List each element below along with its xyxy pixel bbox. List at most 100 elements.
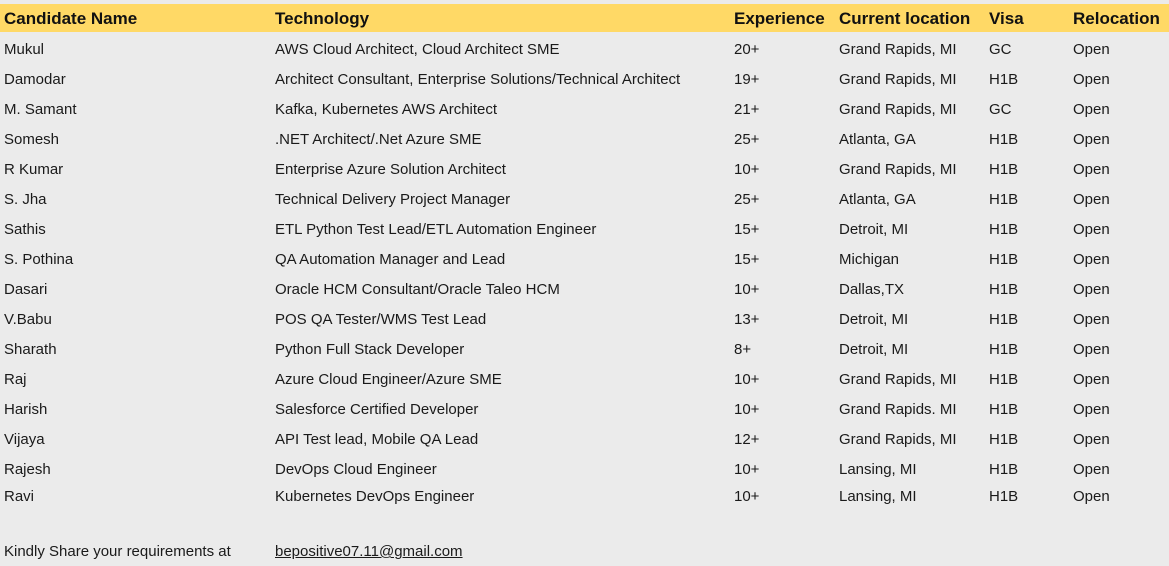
cell-experience: 12+ xyxy=(734,431,760,448)
cell-relocation: Open xyxy=(1073,281,1110,298)
cell-location: Grand Rapids, MI xyxy=(839,71,957,88)
cell-relocation: Open xyxy=(1073,431,1110,448)
email-link[interactable]: bepositive07.11@gmail.com xyxy=(275,543,463,560)
table-row: Rajesh DevOps Cloud Engineer 10+ Lansing… xyxy=(0,455,1169,485)
table-row: Ravi Kubernetes DevOps Engineer 10+ Lans… xyxy=(0,482,1169,512)
table-row: Mukul AWS Cloud Architect, Cloud Archite… xyxy=(0,35,1169,65)
cell-experience: 15+ xyxy=(734,221,760,238)
table-header-row: Candidate Name Technology Experience Cur… xyxy=(0,4,1169,32)
cell-candidate-name: Rajesh xyxy=(4,461,51,478)
cell-visa: GC xyxy=(989,41,1012,58)
cell-experience: 20+ xyxy=(734,41,760,58)
cell-visa: H1B xyxy=(989,131,1019,148)
cell-relocation: Open xyxy=(1073,341,1110,358)
cell-candidate-name: Sathis xyxy=(4,221,46,238)
cell-technology: Salesforce Certified Developer xyxy=(275,401,479,418)
cell-relocation: Open xyxy=(1073,71,1110,88)
cell-relocation: Open xyxy=(1073,461,1110,478)
cell-location: Detroit, MI xyxy=(839,311,909,328)
cell-experience: 15+ xyxy=(734,251,760,268)
cell-technology: DevOps Cloud Engineer xyxy=(275,461,437,478)
header-relocation: Relocation xyxy=(1073,9,1160,28)
cell-visa: H1B xyxy=(989,488,1019,505)
cell-visa: H1B xyxy=(989,371,1019,388)
table-row: R Kumar Enterprise Azure Solution Archit… xyxy=(0,155,1169,185)
cell-technology: API Test lead, Mobile QA Lead xyxy=(275,431,479,448)
cell-experience: 10+ xyxy=(734,281,760,298)
cell-candidate-name: Sharath xyxy=(4,341,57,358)
cell-experience: 21+ xyxy=(734,101,760,118)
cell-visa: H1B xyxy=(989,311,1019,328)
cell-candidate-name: M. Samant xyxy=(4,101,77,118)
cell-visa: H1B xyxy=(989,341,1019,358)
cell-experience: 19+ xyxy=(734,71,760,88)
cell-location: Atlanta, GA xyxy=(839,191,916,208)
header-experience: Experience xyxy=(734,9,825,28)
table-row: S. Jha Technical Delivery Project Manage… xyxy=(0,185,1169,215)
cell-technology: ETL Python Test Lead/ETL Automation Engi… xyxy=(275,221,597,238)
cell-location: Grand Rapids, MI xyxy=(839,161,957,178)
cell-location: Dallas,TX xyxy=(839,281,905,298)
cell-candidate-name: R Kumar xyxy=(4,161,64,178)
cell-relocation: Open xyxy=(1073,488,1110,505)
table-row: Damodar Architect Consultant, Enterprise… xyxy=(0,65,1169,95)
cell-relocation: Open xyxy=(1073,401,1110,418)
cell-candidate-name: V.Babu xyxy=(4,311,52,328)
cell-experience: 10+ xyxy=(734,401,760,418)
cell-candidate-name: Ravi xyxy=(4,488,35,505)
cell-experience: 10+ xyxy=(734,461,760,478)
cell-experience: 10+ xyxy=(734,488,760,505)
table-row: Sharath Python Full Stack Developer 8+ D… xyxy=(0,335,1169,365)
cell-experience: 10+ xyxy=(734,371,760,388)
cell-visa: H1B xyxy=(989,191,1019,208)
table-row: M. Samant Kafka, Kubernetes AWS Architec… xyxy=(0,95,1169,125)
cell-location: Detroit, MI xyxy=(839,341,909,358)
cell-location: Grand Rapids, MI xyxy=(839,101,957,118)
cell-experience: 25+ xyxy=(734,131,760,148)
cell-candidate-name: Somesh xyxy=(4,131,60,148)
footer-label: Kindly Share your requirements at xyxy=(4,543,231,560)
cell-visa: GC xyxy=(989,101,1012,118)
cell-technology: Architect Consultant, Enterprise Solutio… xyxy=(275,71,681,88)
cell-visa: H1B xyxy=(989,221,1019,238)
cell-visa: H1B xyxy=(989,401,1019,418)
table-row: S. Pothina QA Automation Manager and Lea… xyxy=(0,245,1169,275)
cell-location: Lansing, MI xyxy=(839,488,917,505)
cell-technology: AWS Cloud Architect, Cloud Architect SME xyxy=(275,41,560,58)
cell-candidate-name: S. Jha xyxy=(4,191,47,208)
cell-relocation: Open xyxy=(1073,371,1110,388)
cell-technology: Kubernetes DevOps Engineer xyxy=(275,488,475,505)
cell-experience: 8+ xyxy=(734,341,752,358)
cell-candidate-name: Harish xyxy=(4,401,48,418)
cell-candidate-name: Dasari xyxy=(4,281,48,298)
table-row: Dasari Oracle HCM Consultant/Oracle Tale… xyxy=(0,275,1169,305)
cell-experience: 13+ xyxy=(734,311,760,328)
cell-technology: Kafka, Kubernetes AWS Architect xyxy=(275,101,498,118)
cell-location: Grand Rapids, MI xyxy=(839,371,957,388)
cell-visa: H1B xyxy=(989,161,1019,178)
cell-candidate-name: Damodar xyxy=(4,71,66,88)
cell-visa: H1B xyxy=(989,281,1019,298)
cell-location: Grand Rapids, MI xyxy=(839,41,957,58)
cell-candidate-name: Vijaya xyxy=(4,431,45,448)
cell-relocation: Open xyxy=(1073,191,1110,208)
footer-contact: Kindly Share your requirements at beposi… xyxy=(0,538,1169,564)
cell-location: Michigan xyxy=(839,251,900,268)
cell-technology: Azure Cloud Engineer/Azure SME xyxy=(275,371,502,388)
cell-location: Lansing, MI xyxy=(839,461,917,478)
table-row: Raj Azure Cloud Engineer/Azure SME 10+ G… xyxy=(0,365,1169,395)
table-row: Harish Salesforce Certified Developer 10… xyxy=(0,395,1169,425)
cell-location: Grand Rapids. MI xyxy=(839,401,957,418)
cell-technology: Technical Delivery Project Manager xyxy=(275,191,511,208)
header-technology: Technology xyxy=(275,9,370,28)
table-row: Somesh .NET Architect/.Net Azure SME 25+… xyxy=(0,125,1169,155)
cell-technology: Oracle HCM Consultant/Oracle Taleo HCM xyxy=(275,281,560,298)
cell-candidate-name: Raj xyxy=(4,371,27,388)
cell-visa: H1B xyxy=(989,251,1019,268)
cell-relocation: Open xyxy=(1073,101,1110,118)
header-candidate-name: Candidate Name xyxy=(4,9,138,28)
cell-relocation: Open xyxy=(1073,41,1110,58)
cell-candidate-name: S. Pothina xyxy=(4,251,74,268)
cell-location: Grand Rapids, MI xyxy=(839,431,957,448)
cell-relocation: Open xyxy=(1073,161,1110,178)
